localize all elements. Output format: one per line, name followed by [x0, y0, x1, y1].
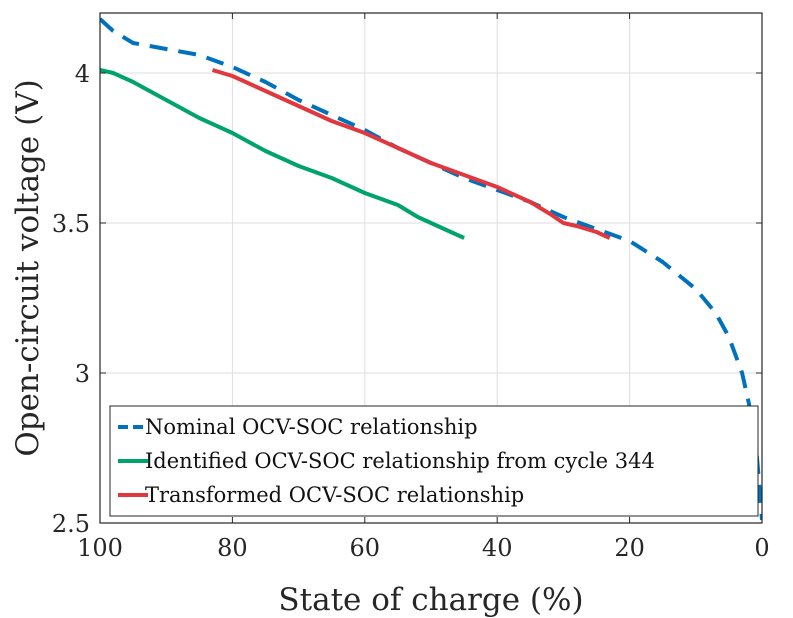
x-tick-label: 40 [482, 534, 513, 562]
y-axis: 2.5 3 3.5 4 [52, 60, 762, 538]
x-tick-label: 60 [350, 534, 381, 562]
legend-label: Nominal OCV-SOC relationship [145, 415, 478, 439]
series-layer [100, 17, 762, 521]
x-axis: 100 80 60 40 20 0 [77, 13, 770, 562]
legend-item: Nominal OCV-SOC relationship [118, 415, 478, 439]
y-tick-label: 4 [75, 60, 90, 88]
legend-box [109, 405, 759, 517]
x-axis-title: State of charge (%) [278, 582, 583, 618]
legend-label: Transformed OCV-SOC relationship [145, 483, 524, 507]
y-axis-title: Open-circuit voltage (V) [10, 79, 46, 456]
y-tick-label: 2.5 [52, 510, 90, 538]
legend-item: Identified OCV-SOC relationship from cyc… [118, 449, 655, 473]
x-tick-label: 80 [217, 534, 248, 562]
x-tick-label: 0 [754, 534, 769, 562]
x-tick-label: 20 [614, 534, 645, 562]
legend-item: Transformed OCV-SOC relationship [118, 483, 524, 507]
legend: Nominal OCV-SOC relationship Identified O… [109, 405, 759, 517]
series-line-2 [100, 68, 465, 240]
series-line-1 [100, 17, 762, 521]
y-tick-label: 3.5 [52, 210, 90, 238]
legend-label: Identified OCV-SOC relationship from cyc… [145, 449, 655, 473]
y-tick-label: 3 [75, 360, 90, 388]
plot-frame [99, 12, 763, 524]
series-line-3 [211, 68, 611, 240]
x-tick-label: 100 [77, 534, 123, 562]
